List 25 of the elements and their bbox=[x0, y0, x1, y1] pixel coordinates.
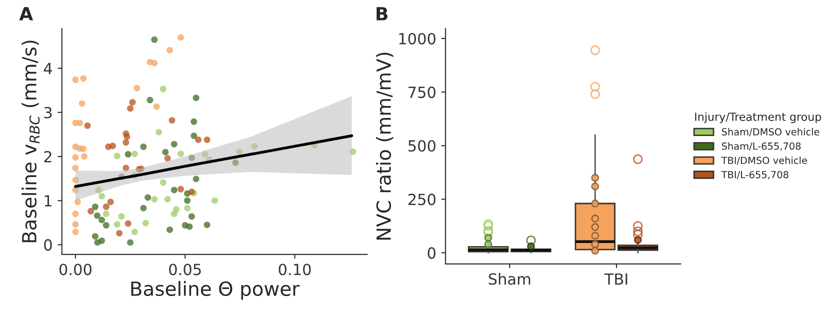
x-axis-title: Baseline Θ power bbox=[131, 280, 300, 300]
x-tick-label: Sham bbox=[488, 272, 530, 285]
legend-label: Sham/L-655,708 bbox=[722, 142, 801, 151]
chart-title: B bbox=[376, 7, 388, 20]
legend-label: Sham/DMSO vehicle bbox=[722, 128, 820, 136]
y-axis-title: NVC ratio (mm/mV) bbox=[376, 52, 394, 240]
x-tick-label: 0.05 bbox=[169, 264, 201, 276]
legend-title: Injury/Treatment group bbox=[695, 112, 822, 124]
y-tick-label: 0 bbox=[44, 239, 52, 251]
y-axis-title: Baseline v$_{RBC}$ (mm/s) bbox=[22, 40, 40, 242]
y-tick-label: 750 bbox=[408, 86, 436, 98]
x-tick-label: 0.10 bbox=[278, 264, 311, 276]
y-tick-label: 0 bbox=[428, 247, 436, 259]
y-tick-label: 2 bbox=[44, 150, 52, 162]
y-tick-label: 4 bbox=[44, 62, 52, 74]
y-tick-label: 500 bbox=[408, 140, 436, 152]
y-tick-label: 250 bbox=[408, 194, 436, 206]
y-tick-label: 1 bbox=[44, 195, 52, 206]
chart-title: A bbox=[19, 7, 34, 20]
x-tick-label: 0.00 bbox=[59, 264, 92, 276]
x-tick-label: TBI bbox=[604, 273, 628, 285]
legend-label: TBI/DMSO vehicle bbox=[721, 156, 807, 165]
y-tick-label: 3 bbox=[44, 106, 52, 118]
y-tick-label: 1000 bbox=[399, 32, 436, 44]
legend-label: TBI/L-655,708 bbox=[721, 170, 788, 180]
